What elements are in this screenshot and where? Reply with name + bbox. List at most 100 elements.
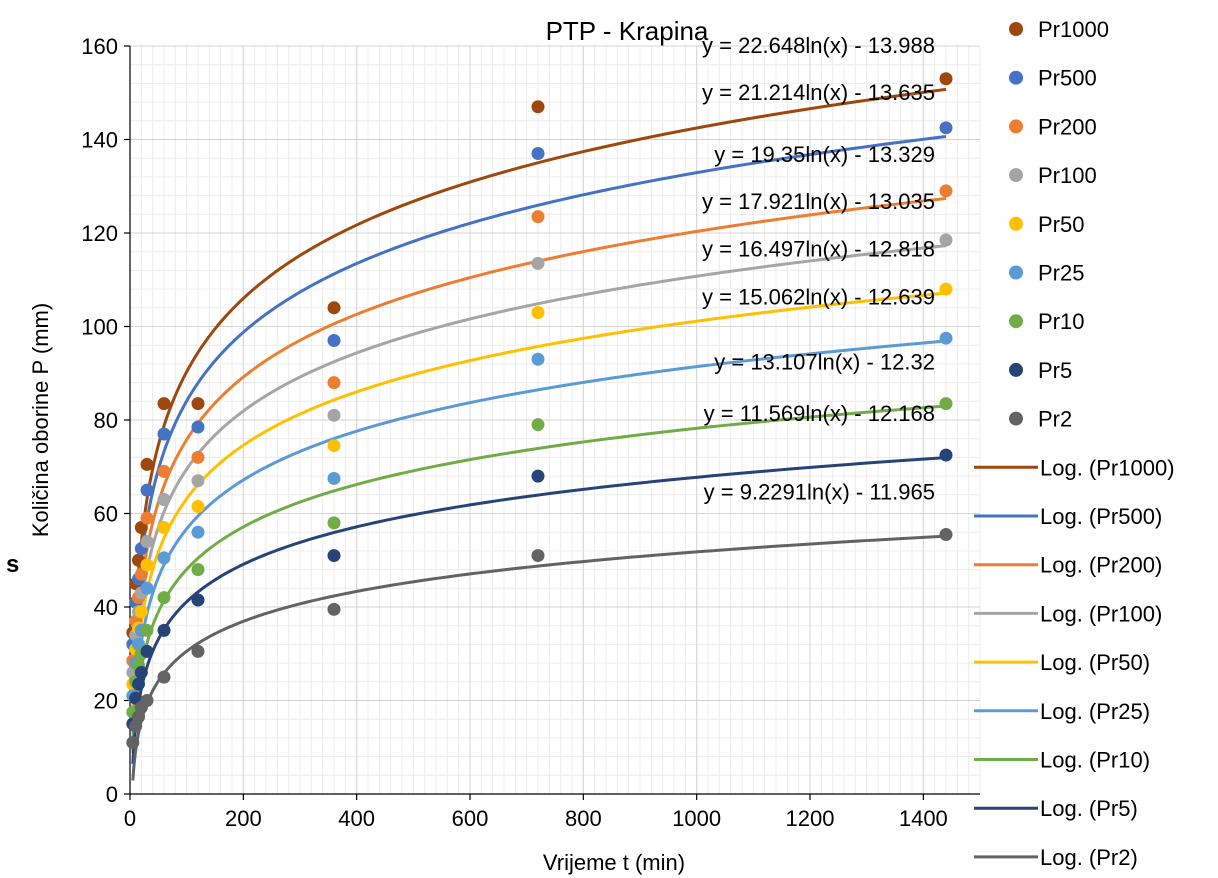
trendline-equation: y = 22.648ln(x) - 13.988 xyxy=(702,33,935,58)
legend-label: Log. (Pr1000) xyxy=(1040,455,1175,480)
legend-label: Log. (Pr50) xyxy=(1040,650,1150,675)
data-point xyxy=(140,535,154,549)
data-point xyxy=(132,677,145,691)
data-point xyxy=(157,551,171,565)
data-point xyxy=(531,256,545,270)
legend-label: Pr1000 xyxy=(1038,17,1109,42)
data-point xyxy=(157,591,171,605)
trendline-equation: y = 16.497ln(x) - 12.818 xyxy=(702,237,935,262)
legend-marker xyxy=(1009,70,1023,85)
data-point xyxy=(191,397,205,411)
data-point xyxy=(191,499,205,513)
data-point xyxy=(191,474,205,488)
data-point xyxy=(939,121,953,135)
data-point xyxy=(531,352,545,366)
data-point xyxy=(939,331,953,345)
legend-marker xyxy=(1009,168,1023,183)
y-tick-label: 0 xyxy=(106,782,118,807)
data-point xyxy=(939,448,953,462)
y-axis-title: Količina oborine P (mm) xyxy=(28,303,53,537)
data-point xyxy=(140,581,154,595)
legend-marker xyxy=(1009,314,1023,329)
data-point xyxy=(327,301,341,315)
axes: 0 20 40 60 80 100 120 140 160 0 200 400 600 800 1000 12… xyxy=(81,34,980,831)
x-tick-label: 1400 xyxy=(899,806,948,831)
stray-label: s xyxy=(6,551,19,578)
legend-marker xyxy=(1009,119,1023,134)
data-point xyxy=(327,549,341,563)
legend-label: Log. (Pr2) xyxy=(1040,845,1138,870)
legend-label: Pr200 xyxy=(1038,114,1097,139)
y-tick-label: 60 xyxy=(94,502,118,527)
data-point xyxy=(191,450,205,464)
data-point xyxy=(327,471,341,485)
data-point xyxy=(939,184,953,198)
trendline-equation: y = 19.35ln(x) - 13.329 xyxy=(714,142,935,167)
legend-marker xyxy=(1009,265,1023,280)
legend-label: Log. (Pr100) xyxy=(1040,601,1162,626)
legend-label: Log. (Pr200) xyxy=(1040,553,1162,578)
data-point xyxy=(327,602,341,616)
data-point xyxy=(157,623,171,637)
legend-label: Pr100 xyxy=(1038,163,1097,188)
data-point xyxy=(531,549,545,563)
x-tick-label: 400 xyxy=(338,806,375,831)
data-point xyxy=(134,605,148,619)
trendline-equation: y = 21.214ln(x) - 13.635 xyxy=(702,80,935,105)
legend-label: Pr10 xyxy=(1038,309,1084,334)
data-point xyxy=(939,233,953,247)
data-point xyxy=(191,420,205,434)
data-point xyxy=(140,511,154,525)
legend-marker xyxy=(1009,411,1023,426)
legend-label: Pr5 xyxy=(1038,358,1072,383)
data-point xyxy=(531,418,545,432)
data-point xyxy=(134,521,148,535)
grid xyxy=(129,45,981,795)
data-point xyxy=(140,694,154,707)
data-point xyxy=(140,644,154,658)
legend-label: Pr2 xyxy=(1038,407,1072,432)
legend: Pr1000 Pr500 Pr200 Pr100 Pr50 Pr25 Pr10 Pr5 Pr2 L… xyxy=(974,17,1175,870)
legend-label: Log. (Pr10) xyxy=(1040,748,1150,773)
data-point xyxy=(939,528,953,542)
legend-marker xyxy=(1009,362,1023,377)
data-point xyxy=(531,147,545,161)
y-tick-label: 140 xyxy=(81,128,118,153)
y-tick-label: 160 xyxy=(81,34,118,59)
data-point xyxy=(157,397,171,411)
data-point xyxy=(157,521,171,535)
data-points xyxy=(126,72,953,750)
data-point xyxy=(157,492,171,506)
x-tick-label: 1200 xyxy=(786,806,835,831)
y-tick-label: 120 xyxy=(81,221,118,246)
trendline-equation: y = 15.062ln(x) - 12.639 xyxy=(702,285,935,310)
trendline-equation: y = 17.921ln(x) - 13.035 xyxy=(702,189,935,214)
data-point xyxy=(531,305,545,319)
data-point xyxy=(140,457,154,471)
data-point xyxy=(939,72,953,86)
data-point xyxy=(191,593,205,607)
legend-marker xyxy=(1009,22,1023,36)
x-axis-title: Vrijeme t (min) xyxy=(543,850,685,875)
x-tick-label: 0 xyxy=(124,806,136,831)
data-point xyxy=(531,210,545,224)
y-tick-label: 100 xyxy=(81,315,118,340)
data-point xyxy=(126,736,140,750)
data-point xyxy=(327,334,341,348)
data-point xyxy=(327,439,341,453)
x-tick-label: 800 xyxy=(565,806,602,831)
data-point xyxy=(140,558,154,572)
data-point xyxy=(129,691,143,705)
data-point xyxy=(140,483,154,497)
data-point xyxy=(327,516,341,530)
trendline-equation: y = 9.2291ln(x) - 11.965 xyxy=(704,480,935,505)
data-point xyxy=(191,525,205,539)
data-point xyxy=(157,464,171,478)
x-tick-label: 1000 xyxy=(672,806,721,831)
data-point xyxy=(939,282,953,296)
data-point xyxy=(327,408,341,422)
legend-label: Pr500 xyxy=(1038,66,1097,91)
trendline-equation: y = 13.107ln(x) - 12.32 xyxy=(714,350,935,375)
data-point xyxy=(191,644,205,658)
